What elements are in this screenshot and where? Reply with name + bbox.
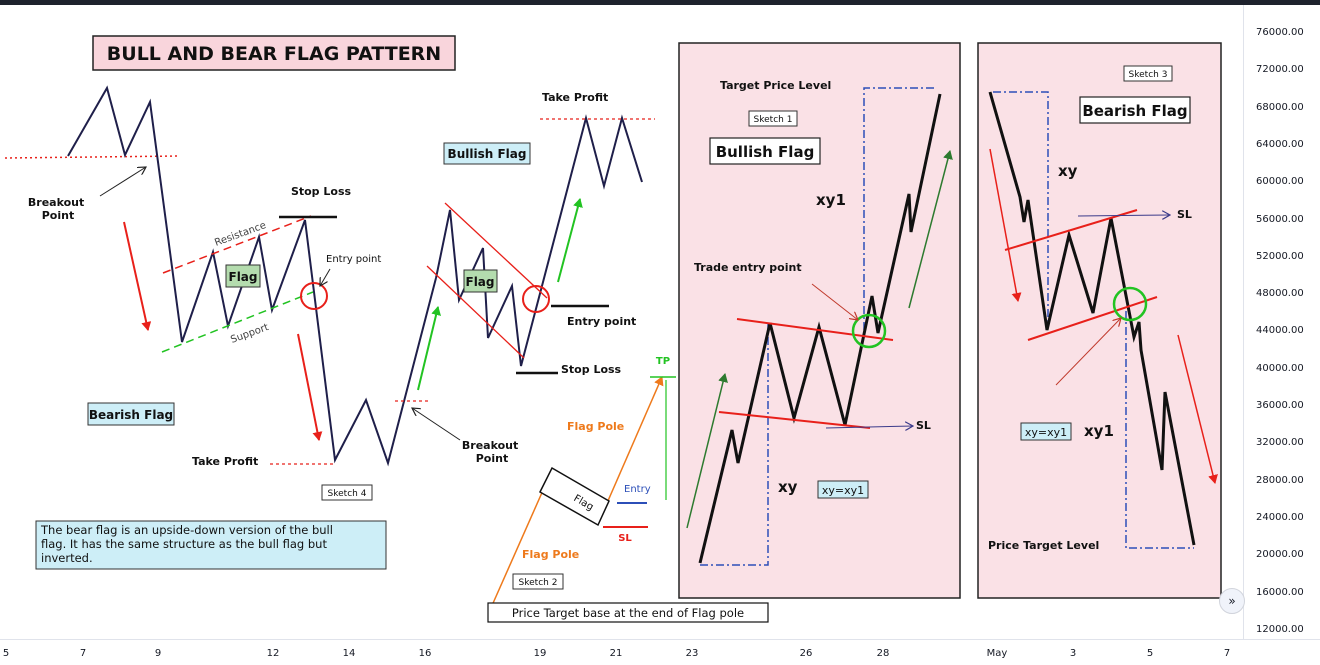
price-axis-label: 64000.00 [1256, 138, 1304, 150]
xy1-label-sketch-1: xy1 [816, 191, 846, 209]
sketch-3-panel: Sketch 3 Bearish Flag SL xy xy=xy1 xy1 P… [977, 42, 1222, 599]
support-label: Support [229, 322, 270, 346]
scroll-to-realtime-button[interactable]: » [1219, 588, 1245, 614]
time-axis-label: 7 [79, 648, 87, 659]
price-axis-label: 48000.00 [1256, 288, 1304, 300]
price-axis-label: 28000.00 [1256, 474, 1304, 486]
bullish-flag-diagram: Flag Entry point Stop Loss Take Profit B… [392, 91, 655, 465]
entry-circle-sketch-1 [851, 313, 887, 349]
time-axis-label: 3 [1069, 648, 1077, 659]
price-axis-label: 24000.00 [1256, 511, 1304, 523]
time-axis-label: 7 [1223, 648, 1231, 659]
bearish-flag-diagram: Resistance Support Flag Breakout Point S… [4, 85, 437, 501]
time-axis-label: 16 [418, 648, 432, 659]
time-axis-label: May [986, 648, 1008, 659]
target-price-level-label: Target Price Level [720, 79, 831, 92]
time-axis-label: 5 [2, 648, 10, 659]
time-axis-label: 23 [685, 648, 699, 659]
time-axis-label: 26 [799, 648, 813, 659]
title-box [92, 35, 456, 71]
time-axis-label: 28 [876, 648, 890, 659]
xy-label-sketch-1: xy [778, 478, 798, 496]
price-target-base-label: Price Target base at the end of Flag pol… [512, 606, 744, 620]
sl-label-sketch-1: SL [916, 419, 931, 432]
time-axis-label: 12 [266, 648, 280, 659]
bullish-flag-label-sketch-1: Bullish Flag [716, 143, 815, 161]
xy1-label-sketch-3: xy1 [1084, 422, 1114, 440]
flag-pole-label-lower: Flag Pole [522, 548, 579, 561]
sketch-2-diagram: TP Flag Entry SL Flag Pole Flag Pole Ske… [487, 356, 769, 623]
price-axis-label: 20000.00 [1256, 549, 1304, 561]
sketch-1-panel: Target Price Level Sketch 1 Bullish Flag… [678, 42, 961, 599]
flag-label-left: Flag [229, 270, 258, 284]
bullish-flag-label-middle: Bullish Flag [448, 147, 527, 161]
trade-entry-point-label: Trade entry point [694, 261, 802, 274]
flag-label-middle: Flag [466, 275, 495, 289]
price-axis[interactable]: 76000.00 72000.00 68000.00 64000.00 60000.00… [1243, 5, 1320, 639]
entry-label-sketch-2: Entry [624, 484, 651, 495]
price-axis-label: 52000.00 [1256, 250, 1304, 262]
sketch-4-label: Sketch 4 [328, 489, 367, 499]
drawing-canvas: BULL AND BEAR FLAG PATTERN Resistance Su… [4, 35, 1222, 623]
price-target-level-label: Price Target Level [988, 539, 1099, 552]
time-axis-label: 14 [342, 648, 356, 659]
price-axis-label: 12000.00 [1256, 623, 1304, 635]
price-axis-label: 32000.00 [1256, 437, 1304, 449]
xy-label-sketch-3: xy [1058, 162, 1078, 180]
page-title: BULL AND BEAR FLAG PATTERN [107, 43, 441, 65]
sketch-3-price-path [988, 91, 1196, 546]
top-toolbar-strip [0, 0, 1320, 5]
price-axis-label: 16000.00 [1256, 586, 1304, 598]
double-chevron-right-icon: » [1228, 594, 1236, 608]
price-axis-label: 72000.00 [1256, 64, 1304, 76]
entry-point-label-left: Entry point [326, 254, 381, 265]
price-axis-label: 60000.00 [1256, 176, 1304, 188]
flag-box-sketch-2 [539, 466, 610, 527]
note-text: The bear flag is an upside-down version … [40, 523, 337, 565]
sketch-1-label: Sketch 1 [754, 115, 793, 125]
sl-label-sketch-2: SL [618, 533, 632, 544]
stop-loss-label-middle: Stop Loss [561, 363, 622, 376]
price-axis-label: 40000.00 [1256, 362, 1304, 374]
price-axis-label: 76000.00 [1256, 27, 1304, 38]
bearish-flag-label-left: Bearish Flag [89, 408, 173, 422]
price-axis-label: 44000.00 [1256, 325, 1304, 337]
flag-pole-label-upper: Flag Pole [567, 420, 624, 433]
note-box: The bear flag is an upside-down version … [35, 520, 387, 570]
bearish-flag-label-sketch-3: Bearish Flag [1082, 102, 1187, 120]
time-axis[interactable]: 5 7 9 12 14 16 19 21 23 26 28 May 3 5 7 [0, 639, 1320, 665]
entry-circle-sketch-3 [1112, 286, 1148, 322]
time-axis-label: 9 [154, 648, 162, 659]
time-axis-label: 19 [533, 648, 547, 659]
sketch-3-label: Sketch 3 [1129, 70, 1168, 80]
price-axis-label: 56000.00 [1256, 213, 1304, 225]
entry-circle-left [300, 282, 328, 310]
sketch-1-price-path [698, 93, 942, 564]
time-axis-label: 21 [609, 648, 623, 659]
breakout-point-label-left: Breakout Point [28, 196, 88, 222]
sketch-2-label: Sketch 2 [519, 578, 558, 588]
sl-label-sketch-3: SL [1177, 208, 1192, 221]
take-profit-label-left: Take Profit [192, 455, 258, 468]
entry-point-label-middle: Entry point [567, 315, 636, 328]
take-profit-label-middle: Take Profit [542, 91, 608, 104]
stop-loss-label-left: Stop Loss [291, 185, 352, 198]
xy-eq-xy1-label-sketch-3: xy=xy1 [1025, 426, 1067, 439]
time-axis-label: 5 [1146, 648, 1154, 659]
price-axis-label: 68000.00 [1256, 101, 1304, 113]
breakout-point-label-middle: Breakout Point [462, 439, 522, 465]
tp-label: TP [656, 356, 670, 367]
price-axis-label: 36000.00 [1256, 400, 1304, 411]
entry-circle-middle [522, 285, 550, 313]
xy-eq-xy1-label-sketch-1: xy=xy1 [822, 484, 864, 497]
bullish-price-path [435, 114, 643, 367]
